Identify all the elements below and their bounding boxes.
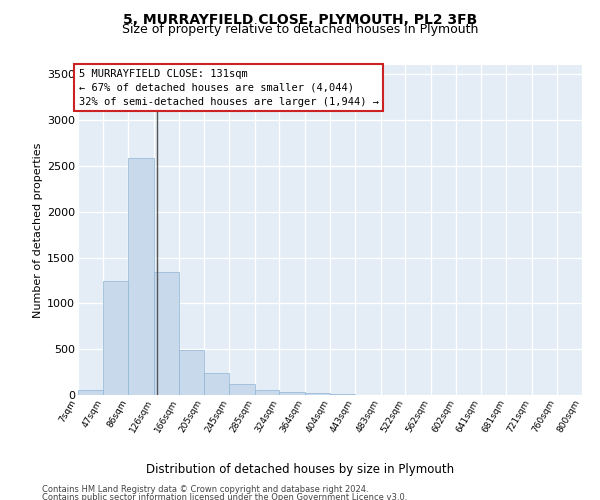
Bar	[204, 374, 229, 395]
Bar	[103, 282, 128, 395]
Bar	[280, 392, 305, 395]
Bar	[78, 390, 103, 395]
Text: Contains public sector information licensed under the Open Government Licence v3: Contains public sector information licen…	[42, 494, 407, 500]
Bar	[179, 350, 204, 395]
Bar	[254, 390, 280, 395]
Bar	[128, 158, 154, 395]
Bar	[229, 384, 254, 395]
Bar	[154, 272, 179, 395]
Text: Contains HM Land Registry data © Crown copyright and database right 2024.: Contains HM Land Registry data © Crown c…	[42, 485, 368, 494]
Text: Distribution of detached houses by size in Plymouth: Distribution of detached houses by size …	[146, 462, 454, 475]
Text: Size of property relative to detached houses in Plymouth: Size of property relative to detached ho…	[122, 22, 478, 36]
Bar	[331, 394, 355, 395]
Text: 5 MURRAYFIELD CLOSE: 131sqm
← 67% of detached houses are smaller (4,044)
32% of : 5 MURRAYFIELD CLOSE: 131sqm ← 67% of det…	[79, 68, 379, 106]
Bar	[305, 393, 331, 395]
Y-axis label: Number of detached properties: Number of detached properties	[33, 142, 43, 318]
Text: 5, MURRAYFIELD CLOSE, PLYMOUTH, PL2 3FB: 5, MURRAYFIELD CLOSE, PLYMOUTH, PL2 3FB	[123, 12, 477, 26]
